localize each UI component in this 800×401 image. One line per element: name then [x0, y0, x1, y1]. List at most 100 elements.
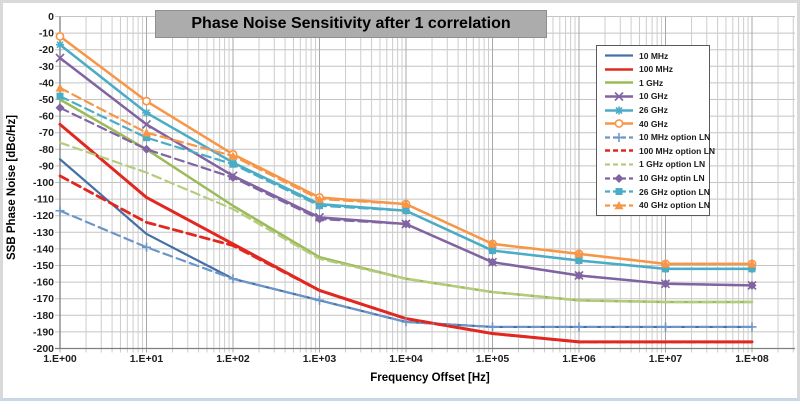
legend-label: 26 GHz	[639, 105, 668, 116]
legend-label: 10 MHz	[639, 50, 669, 61]
y-tick-label: 0	[48, 11, 54, 23]
legend-swatch	[605, 200, 633, 210]
triangle-marker	[488, 239, 497, 248]
triangle-marker	[574, 249, 584, 258]
axis-lines	[55, 16, 795, 350]
asterisk-marker	[615, 106, 623, 114]
square-marker	[56, 92, 64, 100]
series-1-ghz-option-ln	[58, 141, 754, 304]
legend-item: 26 GHz option LN	[604, 186, 710, 198]
y-tick-label: -90	[39, 160, 54, 172]
triangle-marker	[661, 259, 670, 268]
x-tick-label: 1.E+08	[735, 353, 769, 365]
legend-swatch	[605, 132, 633, 142]
x-marker	[141, 119, 152, 129]
diamond-marker	[614, 173, 624, 183]
x-tick-label: 1.E+03	[303, 353, 337, 365]
y-tick-label: -110	[34, 194, 55, 206]
triangle-marker	[614, 200, 624, 210]
legend-item: 10 MHz	[604, 50, 709, 62]
y-tick-label: -160	[33, 277, 54, 289]
y-tick-label: -70	[39, 127, 54, 139]
y-tick-label: -10	[39, 28, 54, 40]
diamond-marker	[747, 280, 757, 290]
diamond-marker	[488, 257, 497, 267]
diamond-marker	[228, 173, 238, 183]
legend-item: 1 GHz	[604, 77, 709, 89]
diamond-marker	[574, 270, 584, 280]
y-tick-label: -140	[33, 243, 54, 255]
legend-item: 1 GHz option LN	[604, 158, 709, 170]
asterisk-marker	[56, 41, 64, 49]
x-marker	[55, 53, 65, 63]
y-tick-label: -50	[39, 94, 54, 106]
y-tick-label: -100	[33, 177, 54, 189]
legend-swatch	[605, 119, 633, 129]
y-tick-label: -30	[39, 61, 54, 73]
legend-label: 40 GHz	[639, 118, 668, 129]
y-tick-label: -170	[33, 293, 54, 305]
y-axis-title: SSB Phase Noise [dBc/Hz]	[6, 114, 18, 260]
circle-marker	[55, 32, 65, 41]
square-marker	[489, 247, 496, 255]
legend-swatch	[605, 54, 633, 57]
legend-item: 10 GHz	[604, 90, 709, 102]
y-tick-label: -60	[39, 111, 54, 123]
x-tick-label: 1.E+00	[43, 353, 77, 365]
legend-item: 10 GHz optin LN	[604, 172, 709, 184]
legend-swatch	[605, 81, 633, 85]
legend-item: 100 MHz option LN	[604, 145, 715, 157]
legend-label: 10 GHz optin LN	[639, 173, 705, 184]
legend-label: 100 MHz	[639, 64, 674, 75]
diamond-marker	[401, 219, 411, 229]
legend-label: 100 MHz option LN	[639, 145, 716, 156]
legend-label: 40 GHz option LN	[639, 200, 710, 211]
triangle-marker	[142, 128, 151, 137]
legend-swatch	[605, 91, 633, 102]
legend-swatch	[605, 173, 633, 183]
square-marker	[748, 265, 756, 273]
legend-swatch	[605, 188, 633, 196]
triangle-marker	[747, 259, 757, 268]
legend-item: 26 GHz	[604, 104, 709, 116]
x-tick-label: 1.E+05	[476, 353, 510, 365]
y-tick-label: -150	[33, 260, 54, 272]
x-tick-label: 1.E+06	[562, 353, 596, 365]
circle-marker	[142, 96, 151, 106]
x-tick-label: 1.E+07	[649, 353, 683, 365]
legend-label: 10 GHz	[639, 91, 668, 102]
y-tick-label: -130	[33, 227, 54, 239]
square-marker	[143, 134, 150, 142]
x-tick-label: 1.E+04	[389, 353, 423, 365]
diamond-marker	[315, 214, 324, 224]
x-tick-label: 1.E+01	[130, 353, 164, 365]
x-axis-title: Frequency Offset [Hz]	[370, 372, 490, 384]
square-marker	[229, 160, 237, 168]
triangle-marker	[401, 199, 411, 208]
legend-label: 10 MHz option LN	[639, 132, 711, 143]
diamond-marker	[661, 279, 670, 289]
y-tick-label: -180	[33, 310, 54, 322]
legend-item: 40 GHz	[604, 118, 709, 130]
legend-swatch	[605, 149, 633, 153]
y-tick-label: -80	[39, 144, 54, 156]
legend-swatch	[605, 106, 633, 115]
square-marker	[402, 207, 410, 215]
triangle-marker	[315, 194, 324, 203]
legend-label: 1 GHz	[639, 77, 664, 88]
legend-swatch	[605, 163, 633, 166]
square-marker	[575, 257, 583, 265]
y-tick-label: -20	[39, 44, 54, 56]
legend-label: 26 GHz option LN	[639, 186, 710, 197]
asterisk-marker	[142, 109, 151, 117]
legend-item: 40 GHz option LN	[604, 199, 710, 211]
y-tick-label: -190	[33, 326, 54, 338]
legend-item: 10 MHz option LN	[604, 131, 711, 143]
tick-labels: 0 -10 -20 -30 -40 -50 -60 -70 -80 -90 -100 -110 -120…	[33, 11, 769, 365]
y-tick-label: -40	[39, 77, 54, 89]
legend-item: 100 MHz	[604, 63, 709, 75]
chart-title: Phase Noise Sensitivity after 1 correlat…	[155, 10, 547, 38]
y-tick-label: -120	[33, 210, 54, 222]
